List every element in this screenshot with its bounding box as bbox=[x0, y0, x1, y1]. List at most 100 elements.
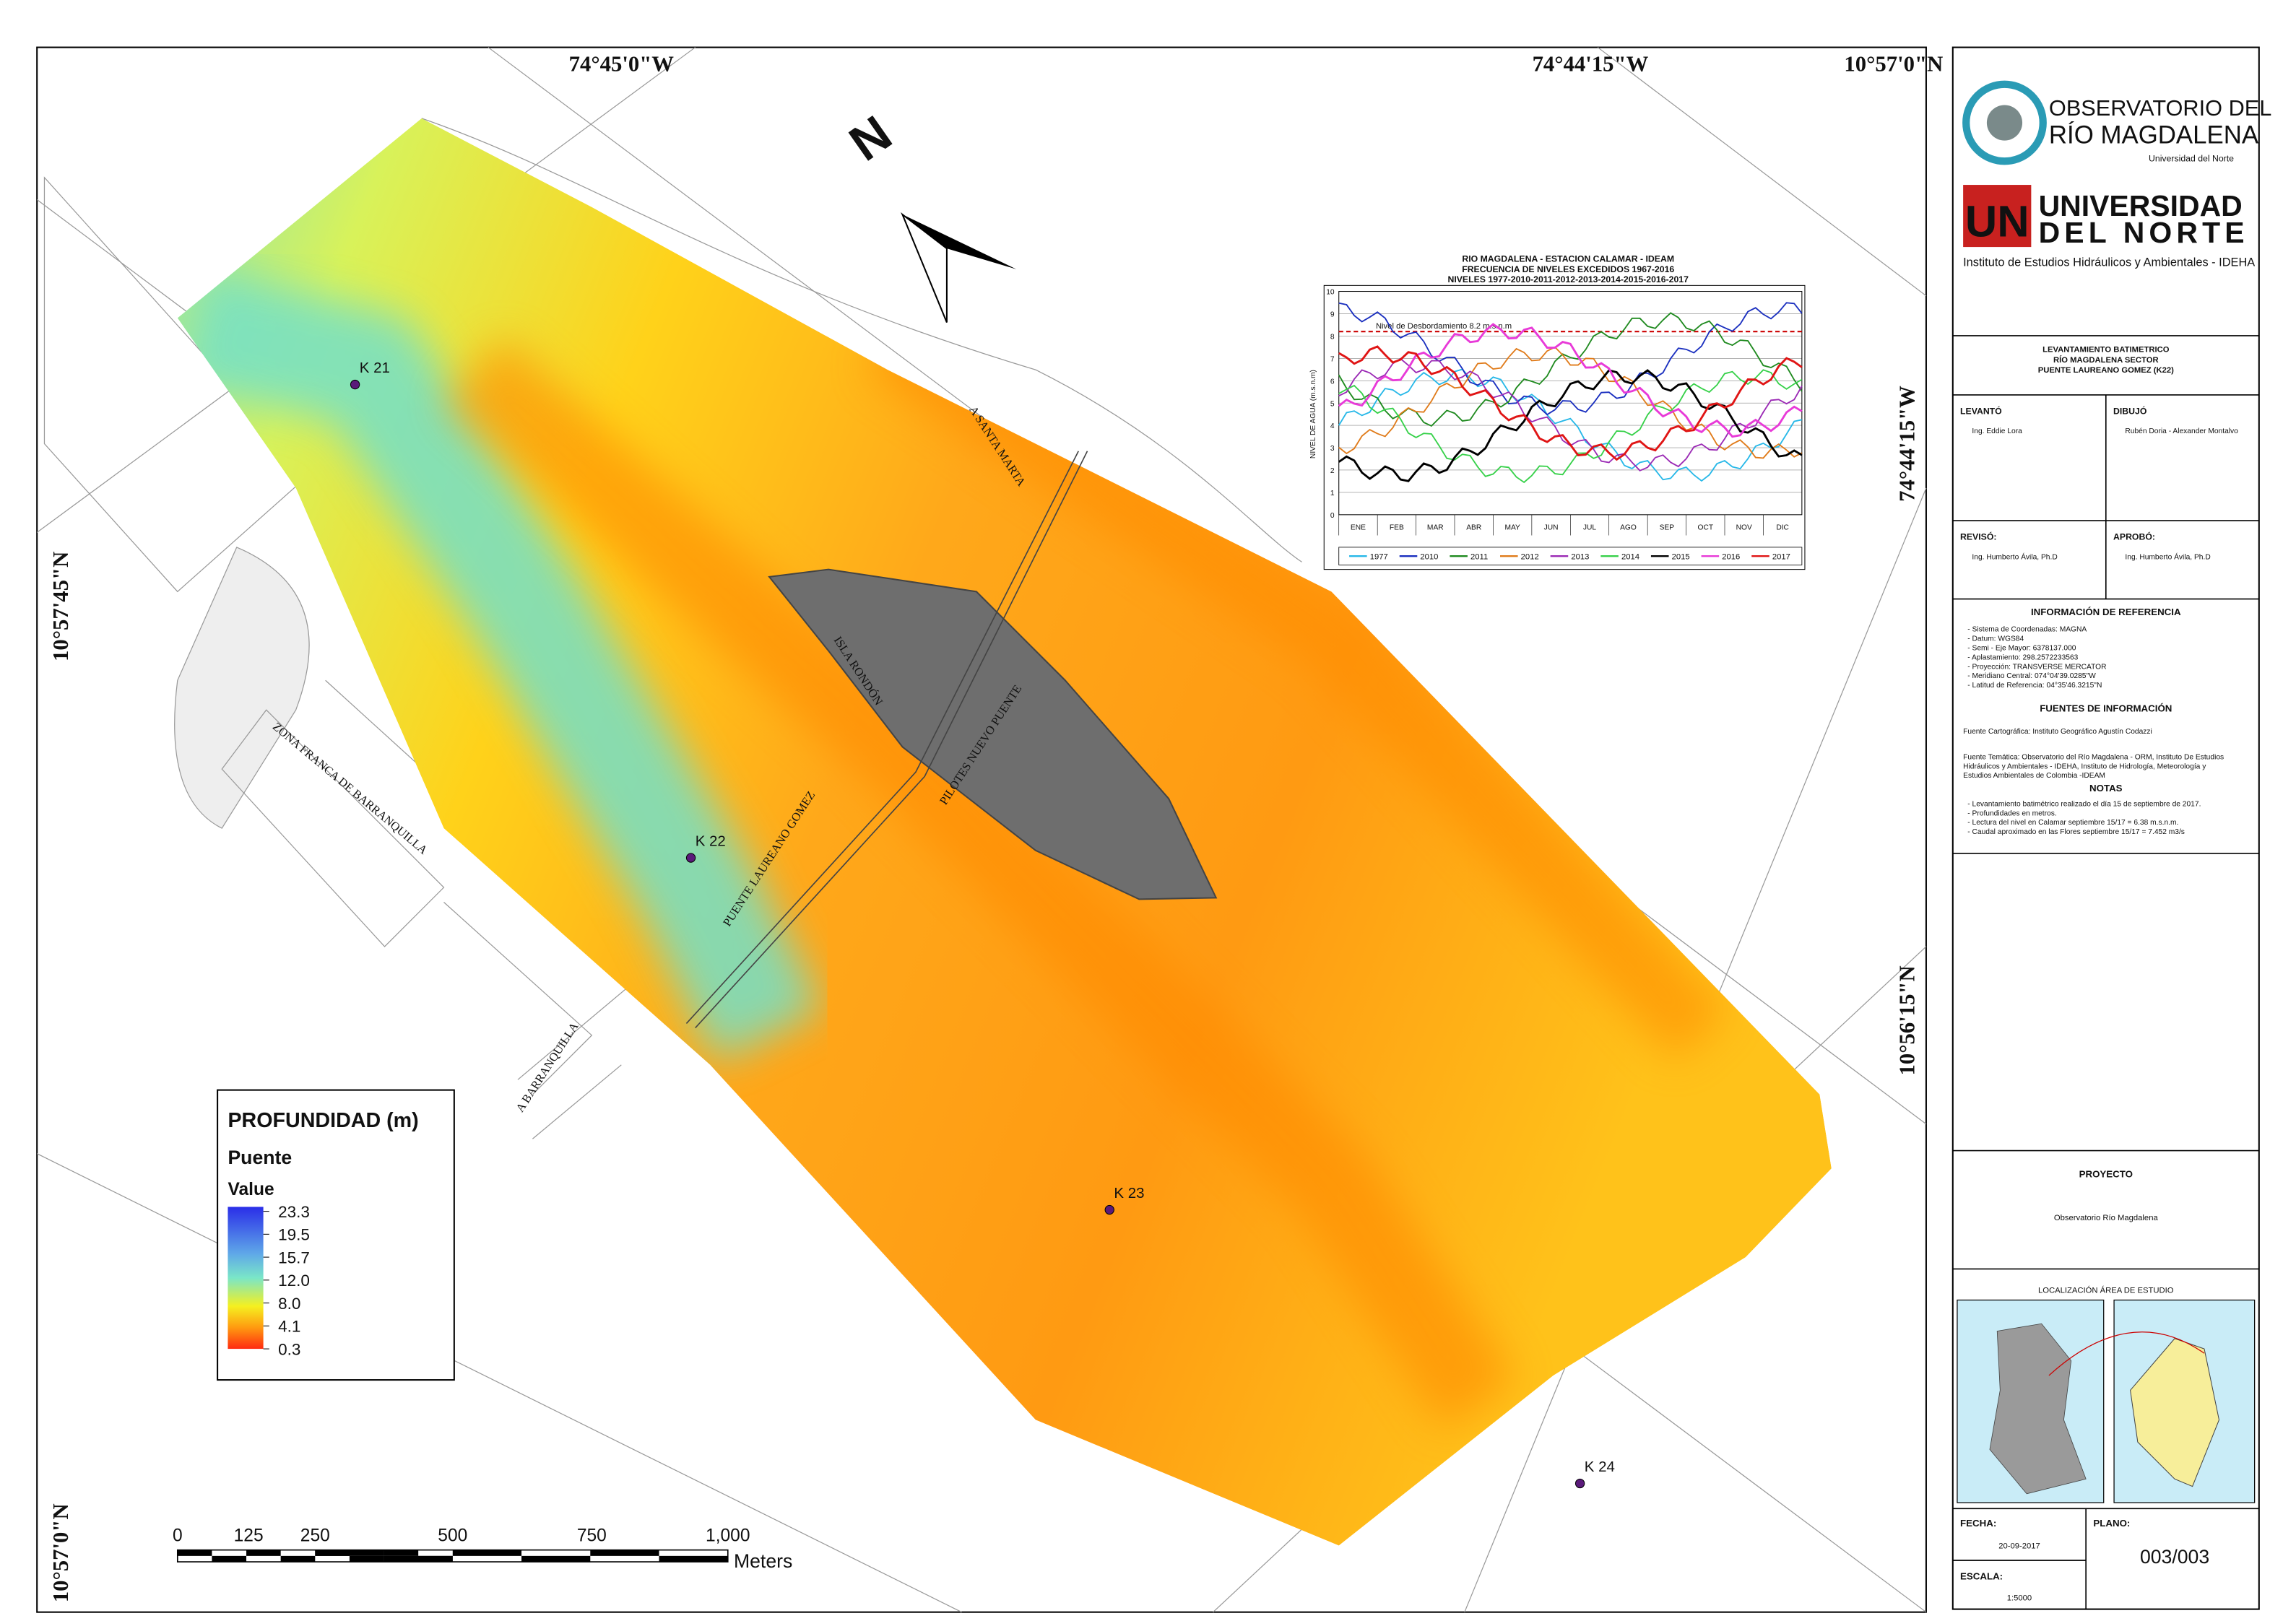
scale-segment bbox=[246, 1550, 281, 1556]
inset-month: MAY bbox=[1504, 523, 1520, 531]
sample-point bbox=[1104, 1204, 1114, 1215]
scale-segment bbox=[384, 1555, 453, 1563]
sample-point bbox=[350, 379, 360, 390]
point-label: K 23 bbox=[1114, 1185, 1144, 1201]
inset-month: ENE bbox=[1351, 523, 1366, 531]
inset-legend-label: 2014 bbox=[1621, 552, 1639, 561]
coordinate: 10°57'45"N bbox=[48, 552, 73, 661]
inset-legend-label: 2017 bbox=[1772, 552, 1790, 561]
inset-month: DIC bbox=[1776, 523, 1789, 531]
inset-legend-label: 2011 bbox=[1470, 552, 1488, 561]
field-value: Ing. Eddie Lora bbox=[1972, 427, 2022, 435]
field-value: 1:5000 bbox=[2007, 1594, 2032, 1602]
inset-month: SEP bbox=[1660, 523, 1675, 531]
inset-ytick: 1 bbox=[1330, 490, 1335, 497]
logo-text: DEL NORTE bbox=[2039, 216, 2249, 249]
inset-month: ABR bbox=[1466, 523, 1481, 531]
inset-ylabel: NIVEL DE AGUA (m.s.n.m) bbox=[1309, 370, 1317, 459]
logo-ring bbox=[1962, 80, 2047, 165]
field-label: DIBUJÓ bbox=[2113, 406, 2147, 417]
info-line: - Meridiano Central: 074°04'39.0285"W bbox=[1967, 672, 2096, 680]
inset-ytick: 10 bbox=[1326, 289, 1335, 297]
inset-series bbox=[1338, 368, 1803, 482]
inset-annotation: Nivel de Desbordamiento 8.2 m.s.n.m bbox=[1376, 322, 1512, 331]
source-line: Fuente Temática: Observatorio del Río Ma… bbox=[1963, 753, 2224, 761]
logo-box bbox=[1963, 185, 2032, 248]
location-link bbox=[2048, 1331, 2205, 1376]
scale-segment bbox=[590, 1550, 659, 1556]
inset-series bbox=[1338, 345, 1803, 461]
info-line: - Latitud de Referencia: 04°35'46.3215"N bbox=[1967, 682, 2102, 690]
field-label: APROBÓ: bbox=[2113, 531, 2155, 542]
location-department bbox=[2130, 1338, 2220, 1487]
inset-title: FRECUENCIA DE NIVELES EXCEDIDOS 1967-201… bbox=[1462, 264, 1674, 274]
logo-text: RÍO MAGDALENA bbox=[2049, 121, 2259, 149]
inset-series bbox=[1338, 369, 1803, 484]
scale-segment bbox=[280, 1555, 316, 1563]
inset-title: NIVELES 1977-2010-2011-2012-2013-2014-20… bbox=[1447, 274, 1689, 284]
info-line: - Datum: WGS84 bbox=[1967, 635, 2024, 643]
inset-legend-label: 2015 bbox=[1672, 552, 1690, 561]
logo-core bbox=[1986, 105, 2023, 141]
project-value: Observatorio Río Magdalena bbox=[2054, 1214, 2159, 1222]
bathymetry bbox=[177, 118, 1832, 1546]
info-line: - Aplastamiento: 298.2572233563 bbox=[1967, 653, 2078, 661]
field-value: Rubén Doria - Alexander Montalvo bbox=[2125, 427, 2238, 435]
coordinate: 74°44'15"W bbox=[1895, 386, 1920, 502]
scale-label: 750 bbox=[577, 1526, 607, 1545]
inset-month: NOV bbox=[1736, 523, 1752, 531]
inset-ytick: 2 bbox=[1330, 467, 1335, 475]
info-line: - Proyección: TRANSVERSE MERCATOR bbox=[1967, 663, 2106, 671]
field-value: Ing. Humberto Ávila, Ph.D bbox=[2125, 552, 2210, 561]
inset-legend-label: 2016 bbox=[1722, 552, 1740, 561]
inset-legend-label: 2012 bbox=[1521, 552, 1539, 561]
section-title: NOTAS bbox=[2089, 783, 2123, 794]
note-line: - Levantamiento batimétrico realizado el… bbox=[1967, 800, 2201, 808]
coordinate: 10°56'15"N bbox=[1895, 965, 1920, 1075]
inset-legend-label: 2010 bbox=[1420, 552, 1438, 561]
scale-label: 250 bbox=[300, 1526, 330, 1545]
legend-label: 8.0 bbox=[278, 1295, 300, 1313]
sample-point bbox=[685, 853, 696, 863]
section-title: LOCALIZACIÓN ÁREA DE ESTUDIO bbox=[2038, 1285, 2174, 1295]
legend-label: 19.5 bbox=[278, 1226, 310, 1244]
field-label: REVISÓ: bbox=[1960, 531, 1996, 542]
info-line: - Sistema de Coordenadas: MAGNA bbox=[1967, 626, 2087, 634]
scale-segment bbox=[452, 1550, 522, 1556]
bridge bbox=[685, 451, 1088, 1029]
scale-label: 0 bbox=[173, 1526, 183, 1545]
logo-mark: UN bbox=[1965, 197, 2029, 247]
coordinate: 74°45'0"W bbox=[569, 51, 675, 76]
field-value: Ing. Humberto Ávila, Ph.D bbox=[1972, 552, 2057, 561]
scale-segment bbox=[384, 1550, 419, 1556]
field-label: PLANO: bbox=[2093, 1518, 2130, 1529]
point-label: K 22 bbox=[696, 833, 726, 850]
section-title: INFORMACIÓN DE REFERENCIA bbox=[2031, 607, 2181, 617]
scale-label: 500 bbox=[438, 1526, 467, 1545]
note-line: - Profundidades en metros. bbox=[1967, 809, 2056, 817]
section-title: PROYECTO bbox=[2079, 1168, 2133, 1179]
field-label: LEVANTÓ bbox=[1960, 406, 2002, 417]
legend-label: 15.7 bbox=[278, 1248, 310, 1266]
section-title: FUENTES DE INFORMACIÓN bbox=[2040, 703, 2172, 713]
inset-ytick: 8 bbox=[1330, 333, 1335, 341]
inset-ytick: 6 bbox=[1330, 378, 1335, 386]
inset-series bbox=[1338, 346, 1803, 459]
scale-label: 125 bbox=[234, 1526, 264, 1545]
logo-subtext: Universidad del Norte bbox=[2149, 153, 2234, 163]
scale-segment bbox=[349, 1555, 384, 1563]
source-line: Estudios Ambientales de Colombia -IDEAM bbox=[1963, 772, 2105, 780]
coordinate: 74°44'15"W bbox=[1533, 51, 1649, 76]
field-label: ESCALA: bbox=[1960, 1571, 2003, 1582]
sample-point bbox=[1574, 1478, 1585, 1489]
inset-month: OCT bbox=[1697, 523, 1713, 531]
sheet-title: RÍO MAGDALENA SECTOR bbox=[2053, 355, 2159, 365]
inset-month: FEB bbox=[1390, 523, 1404, 531]
logo-subtext: Instituto de Estudios Hidráulicos y Ambi… bbox=[1963, 256, 2255, 269]
legend-title: PROFUNDIDAD (m) bbox=[228, 1109, 418, 1132]
legend-label: 23.3 bbox=[278, 1203, 310, 1221]
source-line: Hidráulicos y Ambientales - IDEHA, Insti… bbox=[1963, 762, 2206, 770]
note-line: - Lectura del nivel en Calamar septiembr… bbox=[1967, 819, 2178, 827]
